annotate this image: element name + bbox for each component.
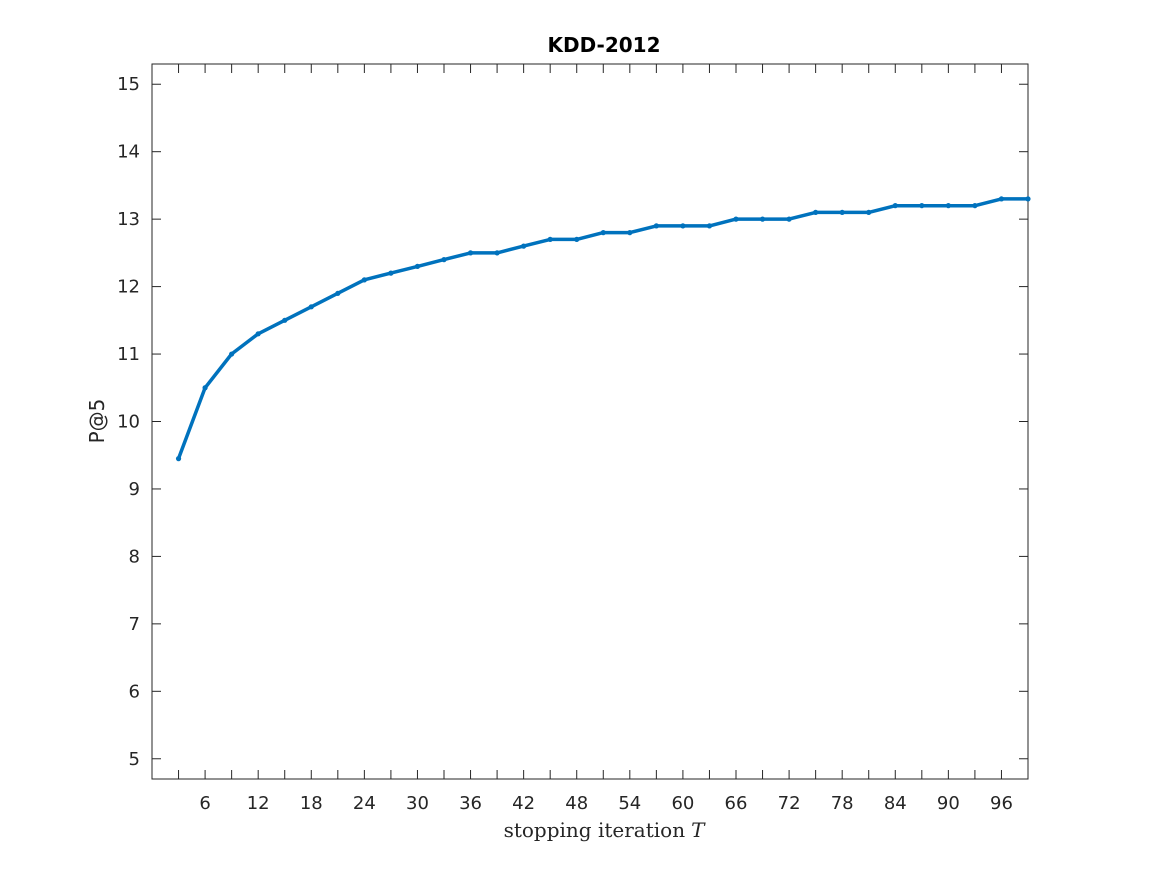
- data-point: [308, 304, 314, 310]
- x-axis-tick-labels: 6 12 18 24 30 36 42 48 54 60 66 72 78 84 90 96: [199, 793, 1013, 814]
- x-tick-label: 18: [300, 793, 323, 814]
- data-point: [600, 230, 606, 236]
- data-point: [653, 223, 659, 229]
- y-tick-label: 11: [117, 344, 140, 365]
- x-tick-label: 90: [937, 793, 960, 814]
- y-tick-label: 8: [129, 546, 140, 567]
- data-point: [919, 203, 925, 209]
- data-point: [706, 223, 713, 229]
- x-tick-label: 48: [565, 793, 588, 814]
- data-point: [866, 209, 872, 215]
- series-layer: [175, 196, 1031, 462]
- x-tick-label: 6: [199, 793, 210, 814]
- x-tick-label: 42: [512, 793, 535, 814]
- data-point: [388, 270, 394, 276]
- x-tick-label: 66: [725, 793, 748, 814]
- y-tick-label: 13: [117, 209, 140, 230]
- data-point: [255, 331, 261, 337]
- data-point: [494, 250, 500, 256]
- data-point: [521, 243, 527, 249]
- y-tick-label: 14: [117, 142, 140, 163]
- data-point: [1025, 196, 1031, 202]
- data-point: [335, 290, 341, 296]
- x-tick-label: 30: [406, 793, 429, 814]
- x-axis-label-text: stopping iteration: [504, 818, 686, 842]
- data-point: [998, 196, 1005, 202]
- y-tick-label: 9: [129, 479, 140, 500]
- chart-title: KDD-2012: [547, 33, 660, 57]
- data-point: [892, 203, 898, 209]
- x-tick-label: 36: [459, 793, 482, 814]
- plot-area: [151, 63, 1029, 780]
- data-point: [972, 203, 978, 209]
- y-tick-label: 12: [117, 277, 140, 298]
- x-tick-label: 96: [990, 793, 1013, 814]
- data-point: [361, 277, 367, 283]
- data-point: [202, 385, 208, 391]
- data-point: [229, 351, 235, 357]
- data-point: [467, 250, 474, 256]
- y-tick-label: 10: [117, 412, 140, 433]
- data-point: [441, 257, 447, 263]
- data-point: [813, 209, 819, 215]
- data-point: [574, 236, 580, 242]
- x-tick-label: 24: [353, 793, 376, 814]
- data-point: [839, 209, 845, 215]
- x-tick-label: 72: [778, 793, 801, 814]
- data-point: [733, 216, 739, 222]
- x-tick-label: 60: [671, 793, 694, 814]
- y-tick-label: 5: [129, 749, 140, 770]
- data-point: [945, 203, 951, 209]
- data-point: [759, 216, 766, 222]
- y-tick-label: 6: [129, 681, 140, 702]
- x-tick-label: 54: [618, 793, 641, 814]
- data-point: [680, 223, 686, 229]
- y-axis-label: P@5: [85, 399, 109, 444]
- x-tick-label: 78: [831, 793, 854, 814]
- x-tick-label: 12: [247, 793, 270, 814]
- data-point: [786, 216, 792, 222]
- axis-ticks: [152, 64, 1029, 779]
- data-point: [175, 455, 182, 462]
- data-point: [627, 230, 633, 236]
- x-tick-label: 84: [884, 793, 907, 814]
- y-axis-tick-labels: 5 6 7 8 9 10 11 12 13 14 15: [117, 74, 140, 770]
- data-point: [282, 317, 288, 323]
- x-axis-label: stopping iteration T: [504, 818, 707, 842]
- x-axis-label-variable: T: [691, 818, 706, 842]
- y-tick-label: 7: [129, 614, 140, 635]
- data-point: [414, 263, 421, 269]
- data-point: [547, 236, 553, 242]
- y-tick-label: 15: [117, 74, 140, 95]
